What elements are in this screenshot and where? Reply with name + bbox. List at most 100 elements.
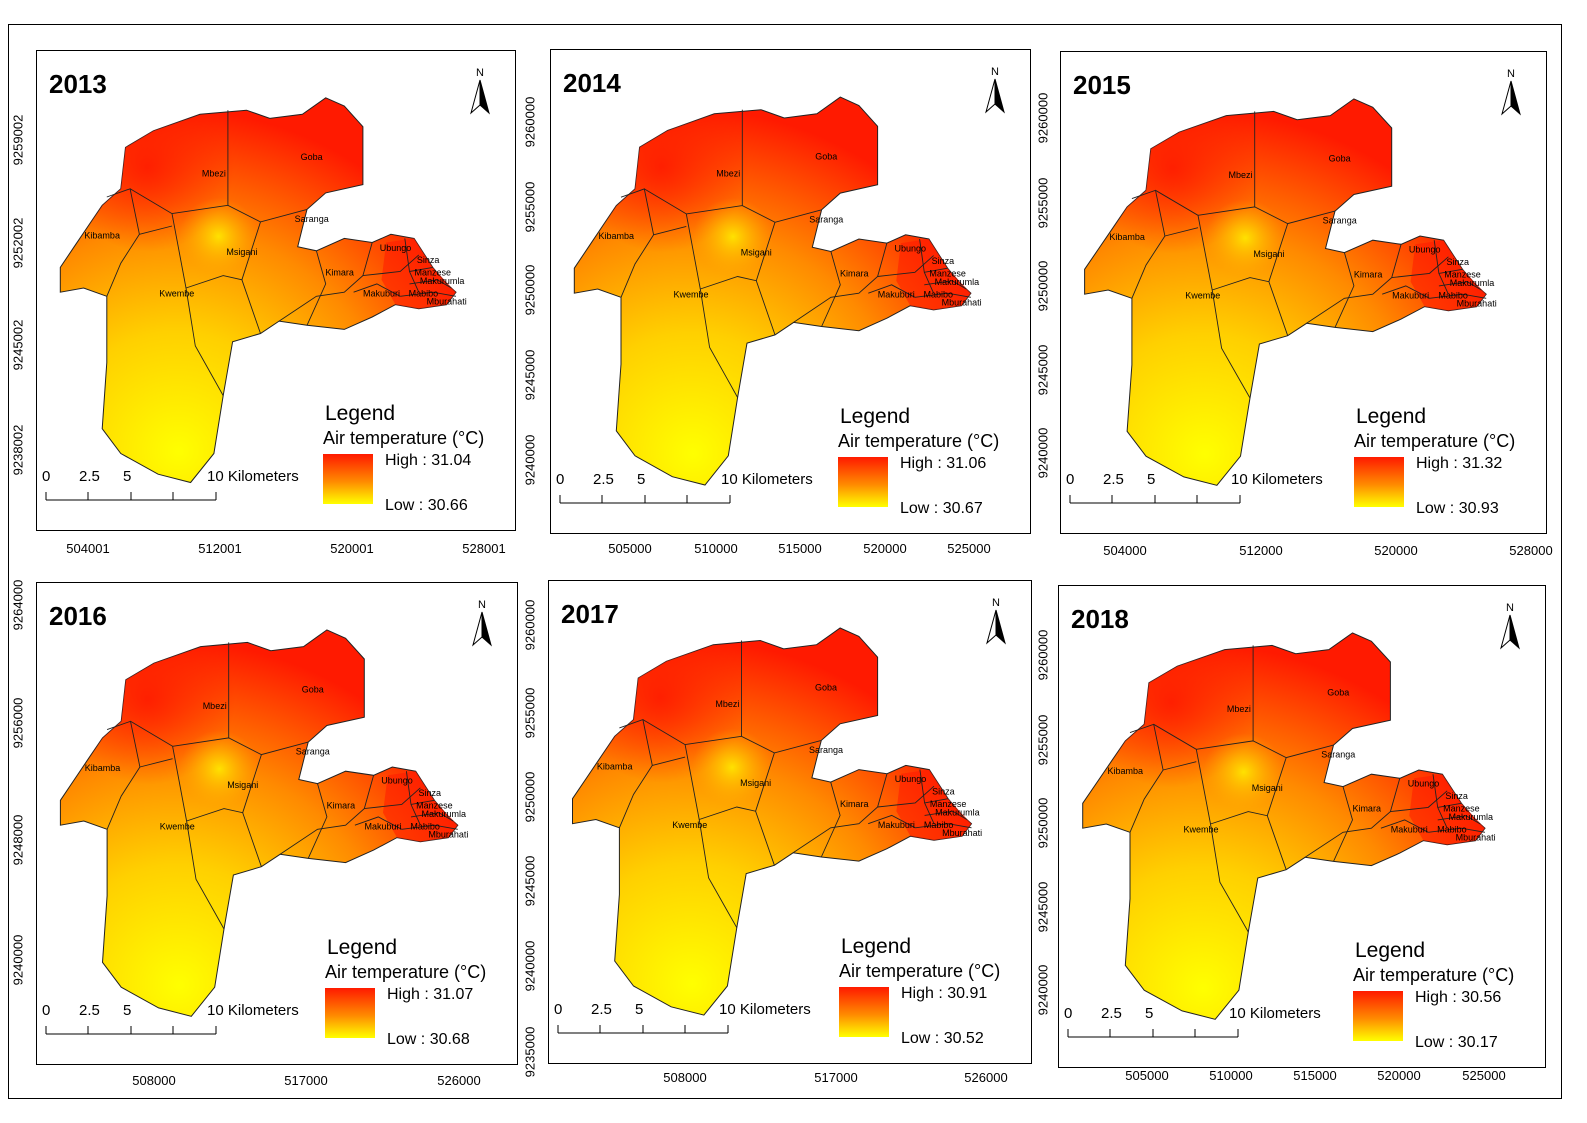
y-tick-label: 9248000 <box>10 814 26 866</box>
y-tick-label: 9260000 <box>1035 92 1051 144</box>
district-boundary <box>821 251 841 327</box>
district-boundary <box>400 291 457 297</box>
y-tick-label: 9245000 <box>1035 881 1051 933</box>
district-boundary <box>1210 811 1287 870</box>
district-label: Kwembe <box>1183 824 1218 834</box>
x-tick-label: 526000 <box>964 1070 1008 1085</box>
x-tick-label: 525000 <box>947 541 991 556</box>
district-label: Mburahati <box>1456 833 1496 843</box>
district-label: Makurumla <box>1450 278 1495 288</box>
district-label: Msigani <box>1253 249 1284 259</box>
scale-label: 2.5 <box>591 1001 612 1018</box>
legend-high: High : 31.06 <box>900 455 987 472</box>
legend-subtitle: Air temperature (°C) <box>839 961 1001 981</box>
district-boundary <box>185 275 261 334</box>
y-tick-label: 9250000 <box>1035 797 1051 849</box>
map-panel-2017: Goba Mbezi Kibamba Saranga Msigani Kwembe Ubun… <box>548 580 1032 1064</box>
year-title: 2015 <box>1073 70 1131 100</box>
district-boundary <box>1334 252 1355 328</box>
y-tick-label: 9264000 <box>10 579 26 631</box>
scale-label: 2.5 <box>1103 471 1124 488</box>
map-panel-2014: Goba Mbezi Kibamba Saranga Msigani Kwembe Ubun… <box>550 49 1031 534</box>
scale-label: 5 <box>1147 471 1156 488</box>
district-boundary <box>186 820 225 930</box>
scale-label: 0 <box>42 1002 51 1019</box>
x-tick-label: 510000 <box>1209 1068 1253 1083</box>
y-tick-label: 9245000 <box>1035 344 1051 396</box>
x-tick-label: 520001 <box>330 541 374 556</box>
map-panel-2016: Goba Mbezi Kibamba Saranga Msigani Kwembe Ubun… <box>36 582 518 1065</box>
district-label: Goba <box>1327 687 1349 697</box>
district-boundary <box>686 205 822 223</box>
district-boundary <box>1196 740 1334 759</box>
district-boundary <box>698 819 738 928</box>
district-boundary <box>685 735 822 754</box>
district-boundary <box>106 188 140 297</box>
district-label: Sinza <box>932 256 955 266</box>
district-label: Mburahati <box>942 828 982 838</box>
scale-label: 10 Kilometers <box>719 1001 811 1018</box>
legend-color-ramp <box>325 988 375 1038</box>
district-boundary <box>1211 289 1251 399</box>
legend-high: High : 31.32 <box>1416 455 1503 472</box>
district-boundary <box>877 255 934 277</box>
district-label: Goba <box>302 684 324 694</box>
district-boundary <box>653 225 687 236</box>
y-tick-label: 9240000 <box>10 934 26 986</box>
district-label: Mbezi <box>203 701 227 711</box>
district-boundary <box>362 254 420 277</box>
x-tick-label: 525000 <box>1462 1068 1506 1083</box>
north-arrow-icon: N <box>1501 68 1521 116</box>
north-arrow-icon: N <box>470 67 490 115</box>
district-label: Kimara <box>840 269 869 279</box>
district-boundary <box>699 288 738 398</box>
legend-title: Legend <box>841 935 912 958</box>
north-label: N <box>1507 68 1515 80</box>
north-arrow-icon: N <box>985 66 1005 114</box>
scale-label: 2.5 <box>79 468 100 485</box>
district-boundary <box>924 267 948 273</box>
x-tick-label: 520000 <box>1374 543 1418 558</box>
district-boundary <box>242 754 262 813</box>
legend-subtitle: Air temperature (°C) <box>325 962 487 982</box>
y-tick-label: 9250000 <box>522 264 538 316</box>
legend-color-ramp <box>839 987 889 1037</box>
district-label: Kibamba <box>84 230 120 240</box>
district-label: Kibamba <box>599 231 635 241</box>
district-label: Goba <box>815 683 837 693</box>
district-boundary <box>1129 723 1164 833</box>
district-label: Saranga <box>1321 750 1355 760</box>
district-label: Manzese <box>1443 804 1480 814</box>
district-boundary <box>1333 786 1353 862</box>
temperature-map: Goba Mbezi Kibamba Saranga Msigani Kwembe Ubun… <box>59 97 467 484</box>
district-boundary <box>106 720 141 830</box>
district-label: Manzese <box>929 269 966 279</box>
district-boundary <box>278 242 373 322</box>
district-boundary <box>699 806 775 866</box>
district-boundary <box>186 808 262 867</box>
north-arrow-icon: N <box>986 597 1006 645</box>
x-tick-label: 517000 <box>814 1070 858 1085</box>
district-boundary <box>620 188 655 298</box>
scale-bar <box>559 495 731 504</box>
scale-label: 10 Kilometers <box>1229 1005 1321 1022</box>
x-tick-label: 512000 <box>1239 543 1283 558</box>
district-boundary <box>793 242 888 323</box>
x-tick-label: 520000 <box>1377 1068 1421 1083</box>
y-tick-label: 9240000 <box>1035 964 1051 1016</box>
district-boundary <box>1197 206 1336 225</box>
scale-label: 5 <box>1145 1005 1154 1022</box>
district-label: Mbezi <box>202 168 226 178</box>
district-label: Kimara <box>1352 804 1381 814</box>
district-label: Kimara <box>1354 270 1383 280</box>
district-boundary <box>1306 244 1402 324</box>
legend-low: Low : 30.52 <box>901 1030 984 1047</box>
district-label: Kibamba <box>85 763 121 773</box>
legend-low: Low : 30.67 <box>900 500 983 517</box>
legend-title: Legend <box>1355 939 1426 962</box>
scale-label: 0 <box>42 468 51 485</box>
scale-bar <box>1067 1029 1239 1038</box>
legend-color-ramp <box>1354 457 1404 507</box>
legend-title: Legend <box>325 402 396 425</box>
year-title: 2013 <box>49 69 107 99</box>
